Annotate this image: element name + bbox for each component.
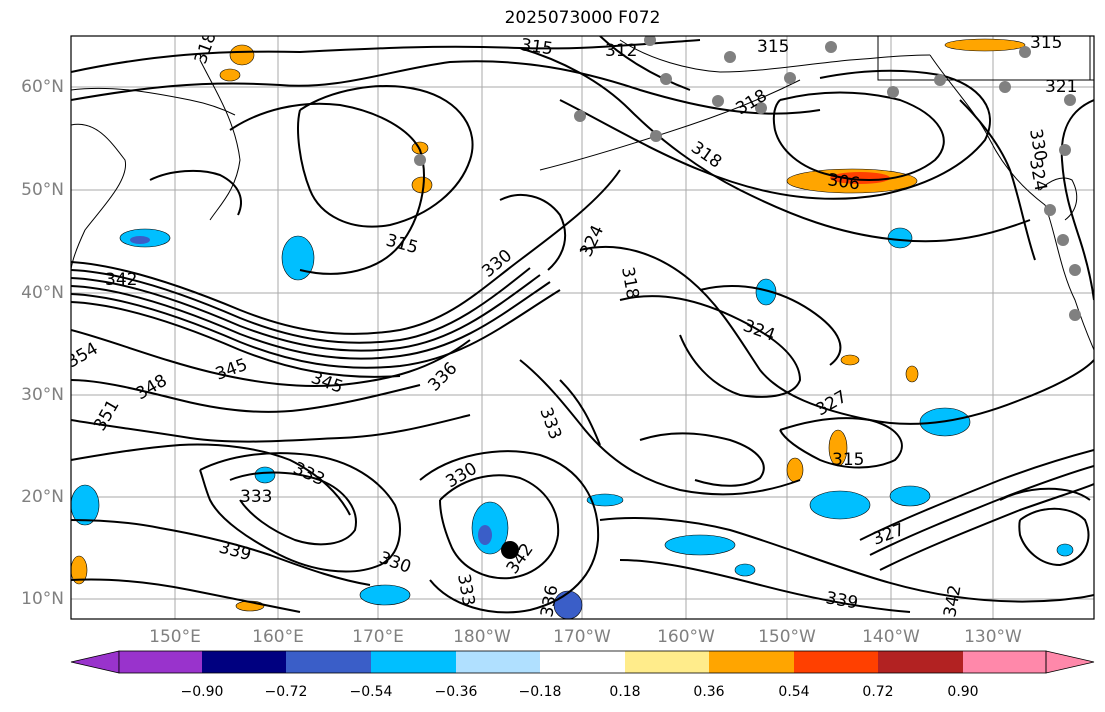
contour-label: 315 <box>832 450 864 470</box>
contour-label: 312 <box>605 41 637 61</box>
colorbar-tick-label: −0.54 <box>349 684 393 700</box>
lat-label: 40°N <box>21 283 64 303</box>
lat-label: 20°N <box>21 487 64 507</box>
colorbar-tick-label: 0.72 <box>862 684 894 700</box>
lon-label: 160°W <box>657 627 715 647</box>
lon-label: 140°W <box>862 627 920 647</box>
station-markers <box>414 36 1081 321</box>
colorbar-min-extend <box>70 650 120 674</box>
colorbar-swatch <box>286 651 371 673</box>
lon-label: 130°W <box>964 627 1022 647</box>
contour-label: 342 <box>105 270 137 290</box>
lat-label: 30°N <box>21 385 64 405</box>
contour-lines <box>71 36 1094 614</box>
colorbar-swatch <box>963 651 1046 673</box>
contour-label: 315 <box>757 37 789 57</box>
lat-label: 60°N <box>21 77 64 97</box>
storm-center-marker <box>501 541 519 559</box>
colorbar-tick-label: −0.90 <box>180 684 224 700</box>
map-content: 315 312 315 318 318 306 318 315 315 324 … <box>71 33 1094 619</box>
map-frame <box>70 35 1095 620</box>
contour-label: 315 <box>1030 33 1062 53</box>
contour-label: 315 <box>519 35 554 59</box>
lat-label: 10°N <box>21 589 64 609</box>
shaded-blobs <box>71 38 1074 619</box>
colorbar-swatch <box>878 651 963 673</box>
lat-label: 50°N <box>21 180 64 200</box>
gridlines <box>71 36 1094 619</box>
contour-label: 333 <box>240 487 272 507</box>
colorbar-tick-label: 0.36 <box>693 684 725 700</box>
lon-label: 180°W <box>453 627 511 647</box>
colorbar-tick-label: −0.72 <box>264 684 308 700</box>
colorbar-tick-label: 0.18 <box>609 684 641 700</box>
lon-label: 150°W <box>758 627 816 647</box>
lon-label: 170°E <box>352 627 404 647</box>
colorbar-tick-label: −0.18 <box>518 684 562 700</box>
chart-title: 2025073000 F072 <box>504 8 661 28</box>
colorbar-max-extend <box>1045 650 1095 674</box>
colorbar-tick-label: 0.54 <box>778 684 810 700</box>
lon-label: 160°E <box>252 627 304 647</box>
lon-label: 150°E <box>149 627 201 647</box>
colorbar-tick-label: 0.90 <box>947 684 979 700</box>
colorbar <box>70 650 1095 674</box>
colorbar-swatch <box>371 651 456 673</box>
colorbar-swatch <box>540 651 625 673</box>
colorbar-swatch <box>625 651 709 673</box>
colorbar-frame <box>118 650 1047 674</box>
lon-label: 170°W <box>553 627 611 647</box>
contour-label: 306 <box>826 170 861 194</box>
colorbar-swatch <box>794 651 878 673</box>
contour-label: 321 <box>1045 77 1077 97</box>
colorbar-swatch <box>456 651 540 673</box>
colorbar-swatch <box>202 651 286 673</box>
colorbar-tick-label: −0.36 <box>434 684 478 700</box>
colorbar-swatch <box>119 651 202 673</box>
colorbar-swatch <box>709 651 794 673</box>
